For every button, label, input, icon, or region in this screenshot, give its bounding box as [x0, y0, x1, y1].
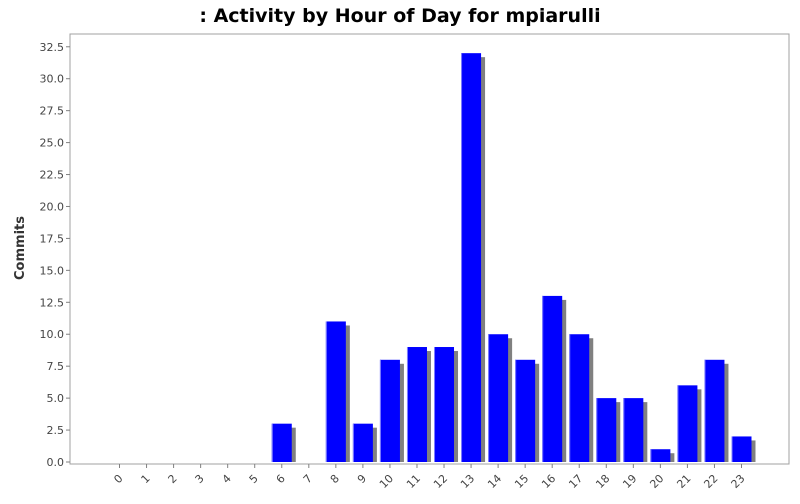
- x-tick-label: 1: [139, 472, 153, 486]
- bar-hour-10: [379, 359, 400, 462]
- y-tick-label: 22.5: [40, 169, 65, 182]
- x-tick-label: 16: [539, 472, 558, 491]
- x-tick-label: 23: [729, 472, 748, 491]
- bar-hour-20: [650, 449, 671, 462]
- x-tick-label: 17: [566, 472, 585, 491]
- bar-series: [271, 53, 756, 462]
- y-tick-label: 20.0: [40, 200, 65, 213]
- x-tick-label: 13: [458, 472, 477, 491]
- bar-hour-16: [542, 295, 563, 462]
- bar-hour-14: [488, 334, 509, 462]
- bar-hour-23: [731, 436, 752, 462]
- x-tick-label: 12: [431, 472, 450, 491]
- bar-hour-11: [406, 347, 427, 462]
- x-tick-label: 7: [301, 472, 315, 486]
- y-tick-label: 5.0: [47, 392, 65, 405]
- x-tick-label: 11: [404, 472, 423, 491]
- x-tick-label: 5: [247, 472, 261, 486]
- bar-hour-8: [325, 321, 346, 462]
- x-tick-label: 4: [220, 472, 234, 486]
- bar-hour-13: [461, 53, 482, 462]
- x-tick-label: 19: [620, 472, 639, 491]
- x-tick-label: 2: [166, 472, 180, 486]
- x-tick-label: 22: [701, 472, 720, 491]
- x-axis: 0 1 2 3 4 5 6 7 8 9 10 11 12 13 14 15 16 17 18 19 20 21 22 23: [111, 464, 748, 491]
- y-tick-label: 30.0: [40, 73, 65, 86]
- y-tick-label: 15.0: [40, 264, 65, 277]
- y-tick-label: 7.5: [47, 360, 65, 373]
- x-tick-label: 6: [274, 472, 288, 486]
- x-tick-label: 10: [377, 472, 396, 491]
- x-tick-label: 0: [111, 472, 125, 486]
- y-tick-label: 17.5: [40, 232, 65, 245]
- x-tick-label: 21: [674, 472, 693, 491]
- y-tick-label: 12.5: [40, 296, 65, 309]
- x-tick-label: 18: [593, 472, 612, 491]
- y-axis: 0.0 2.5 5.0 7.5 10.0 12.5 15.0 17.5 20.0 22.5 25.0…: [40, 41, 70, 469]
- bar-hour-21: [677, 385, 698, 462]
- y-tick-label: 25.0: [40, 137, 65, 150]
- x-tick-label: 8: [328, 472, 342, 486]
- bar-hour-19: [623, 398, 644, 462]
- y-axis-label: Commits: [13, 216, 28, 280]
- x-tick-label: 3: [193, 472, 207, 486]
- x-tick-label: 15: [512, 472, 531, 491]
- y-tick-label: 0.0: [47, 456, 65, 469]
- bar-hour-18: [596, 398, 617, 462]
- y-tick-label: 27.5: [40, 105, 65, 118]
- y-tick-label: 32.5: [40, 41, 65, 54]
- x-tick-label: 14: [485, 472, 504, 491]
- bar-hour-9: [352, 423, 373, 462]
- bar-hour-6: [271, 423, 292, 462]
- y-tick-label: 10.0: [40, 328, 65, 341]
- bar-hour-12: [434, 347, 455, 462]
- bar-hour-22: [704, 359, 725, 462]
- y-tick-label: 2.5: [47, 424, 65, 437]
- bar-hour-17: [569, 334, 590, 462]
- chart-title: : Activity by Hour of Day for mpiarulli: [199, 5, 600, 27]
- x-tick-label: 20: [647, 472, 666, 491]
- x-tick-label: 9: [355, 472, 369, 486]
- bar-hour-15: [515, 359, 536, 462]
